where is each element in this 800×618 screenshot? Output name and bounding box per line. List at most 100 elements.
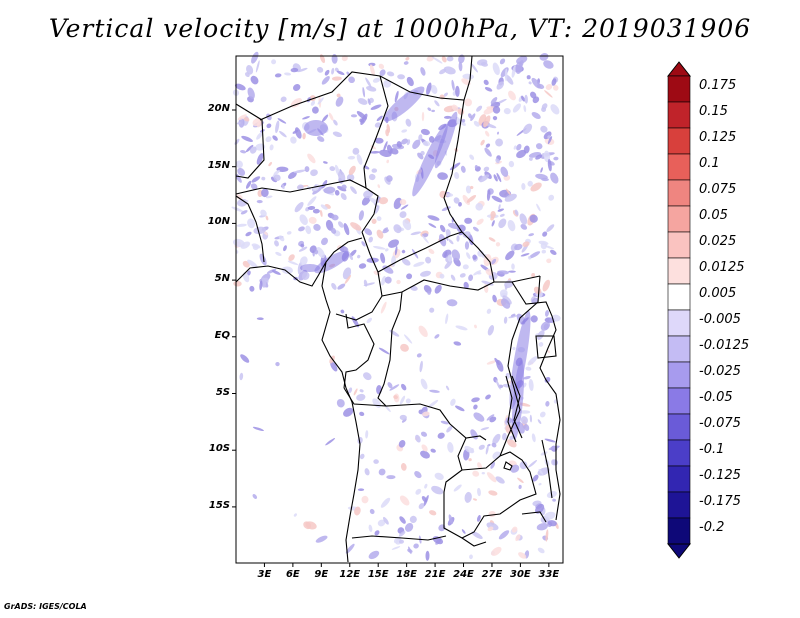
descent-patch bbox=[343, 407, 354, 417]
descent-patch bbox=[284, 72, 292, 76]
colorbar-label: -0.125 bbox=[699, 468, 741, 483]
colorbar-swatch bbox=[667, 127, 691, 155]
descent-patch bbox=[465, 185, 472, 194]
descent-patch bbox=[516, 149, 527, 159]
descent-patch bbox=[414, 471, 422, 479]
descent-patch bbox=[321, 75, 330, 85]
descent-patch bbox=[373, 459, 379, 464]
descent-patch bbox=[330, 361, 338, 372]
descent-patch bbox=[537, 547, 545, 554]
descent-patch bbox=[368, 173, 376, 181]
descent-patch bbox=[544, 245, 555, 250]
ascent-patch bbox=[466, 194, 477, 203]
car-border bbox=[377, 231, 541, 297]
descent-patch bbox=[444, 115, 452, 119]
descent-patch bbox=[239, 372, 244, 381]
descent-patch bbox=[274, 73, 282, 78]
descent-patch bbox=[256, 132, 263, 140]
descent-patch bbox=[300, 243, 305, 248]
descent-patch bbox=[531, 111, 541, 120]
descent-patch bbox=[369, 508, 375, 515]
descent-patch bbox=[363, 279, 368, 287]
descent-patch bbox=[401, 249, 406, 254]
colorbar-label: -0.025 bbox=[699, 364, 741, 379]
descent-patch bbox=[508, 270, 516, 273]
descent-patch bbox=[256, 153, 264, 165]
descent-patch bbox=[472, 226, 479, 232]
descent-patch bbox=[462, 73, 474, 80]
descent-patch bbox=[401, 383, 407, 391]
descent-patch bbox=[472, 254, 477, 260]
ascent-patch bbox=[474, 324, 477, 329]
grads-credit: GrADS: IGES/COLA bbox=[4, 602, 87, 611]
descent-patch bbox=[249, 146, 257, 154]
descent-patch bbox=[297, 67, 308, 73]
descent-patch bbox=[504, 68, 508, 82]
descent-patch bbox=[434, 334, 440, 339]
colorbar-swatch bbox=[667, 257, 691, 285]
descent-patch bbox=[511, 263, 515, 270]
descent-patch bbox=[520, 223, 528, 230]
lat-tick-label: 15N bbox=[207, 159, 230, 171]
descent-patch bbox=[518, 484, 522, 489]
ascent-patch bbox=[336, 93, 341, 98]
descent-patch bbox=[365, 430, 369, 439]
descent-patch bbox=[462, 231, 471, 238]
ascent-patch bbox=[369, 64, 375, 76]
descent-patch bbox=[527, 256, 532, 260]
descent-patch bbox=[537, 330, 545, 340]
descent-patch bbox=[483, 166, 490, 172]
descent-patch bbox=[361, 195, 371, 206]
descent-patch bbox=[366, 86, 377, 92]
descent-patch bbox=[361, 241, 366, 247]
descent-patch bbox=[381, 275, 386, 286]
descent-patch bbox=[444, 260, 453, 269]
descent-patch bbox=[453, 341, 462, 346]
lon-tick-label: 15E bbox=[367, 569, 389, 580]
descent-patch bbox=[369, 197, 378, 204]
ascent-patch bbox=[468, 458, 472, 462]
lat-tick-label: 10N bbox=[207, 216, 230, 228]
descent-patch bbox=[464, 445, 475, 454]
descent-patch bbox=[471, 531, 483, 540]
descent-patch bbox=[406, 273, 413, 280]
descent-patch bbox=[497, 208, 505, 212]
descent-patch bbox=[476, 105, 483, 112]
descent-patch bbox=[520, 416, 528, 425]
descent-patch bbox=[401, 138, 408, 145]
descent-patch bbox=[530, 91, 537, 99]
descent-patch bbox=[357, 488, 365, 492]
descent-patch bbox=[485, 445, 489, 455]
descent-patch bbox=[364, 468, 370, 476]
descent-patch bbox=[356, 154, 363, 165]
descent-patch bbox=[528, 233, 535, 237]
colorbar-min-arrow bbox=[666, 543, 692, 559]
descent-patch bbox=[286, 231, 292, 235]
ascent-patch bbox=[553, 85, 559, 91]
descent-patch bbox=[386, 71, 395, 77]
descent-patch bbox=[539, 53, 549, 61]
ascent-patch bbox=[376, 229, 384, 239]
descent-patch bbox=[235, 160, 243, 169]
ascent-patch bbox=[421, 111, 425, 122]
descent-patch bbox=[541, 107, 547, 112]
lake-malawi bbox=[541, 439, 553, 499]
descent-patch bbox=[529, 214, 538, 223]
descent-patch bbox=[260, 209, 267, 217]
descent-patch bbox=[468, 113, 472, 119]
descent-patch bbox=[470, 63, 479, 73]
descent-patch bbox=[261, 188, 269, 198]
descent-patch bbox=[461, 118, 466, 123]
lon-tick-label: 21E bbox=[424, 569, 446, 580]
descent-patch bbox=[386, 175, 393, 182]
ascent-patch bbox=[530, 182, 542, 192]
descent-patch bbox=[509, 435, 514, 440]
descent-patch bbox=[499, 58, 506, 65]
descent-patch bbox=[247, 259, 258, 269]
descent-patch bbox=[251, 51, 259, 64]
ascent-patch bbox=[490, 211, 496, 219]
descent-patch bbox=[247, 87, 255, 100]
descent-patch bbox=[247, 218, 256, 229]
